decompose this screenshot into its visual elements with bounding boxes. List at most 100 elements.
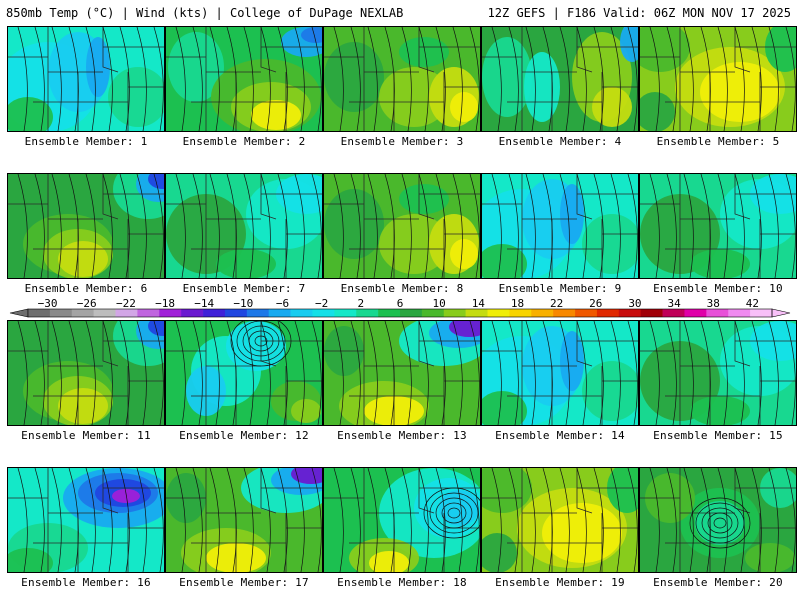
wind-streamlines	[491, 174, 638, 278]
panel-label-15: Ensemble Member: 15	[653, 429, 783, 442]
colorbar-tick-label: −10	[233, 298, 253, 310]
wind-streamlines	[649, 321, 796, 425]
panel-label-3: Ensemble Member: 3	[340, 135, 464, 148]
colorbar-bin	[640, 309, 663, 317]
wind-streamlines	[17, 174, 164, 278]
ensemble-map-19	[481, 467, 639, 573]
temperature-field	[8, 468, 164, 572]
panel-label-6: Ensemble Member: 6	[24, 282, 148, 295]
panel-label-2: Ensemble Member: 2	[182, 135, 306, 148]
panel-label-4: Ensemble Member: 4	[498, 135, 622, 148]
wind-streamlines	[649, 174, 796, 278]
colorbar-bin	[290, 309, 313, 317]
ensemble-map-1	[7, 26, 165, 132]
colorbar-tick-label: −18	[155, 298, 175, 310]
ensemble-map-5	[639, 26, 797, 132]
colorbar-bin	[137, 309, 160, 317]
colorbar-bin	[618, 309, 642, 317]
colorbar-bin	[750, 309, 773, 317]
colorbar-min-arrow	[9, 308, 29, 318]
ensemble-map-8	[323, 173, 481, 279]
panel-label-18: Ensemble Member: 18	[337, 576, 467, 589]
ensemble-map-17	[165, 467, 323, 573]
colorbar-tick-label: 10	[433, 298, 446, 310]
panel-label-7: Ensemble Member: 7	[182, 282, 306, 295]
temperature-field	[482, 468, 638, 572]
colorbar-bin	[49, 309, 73, 317]
colorbar-bin	[706, 309, 729, 317]
panel-label-5: Ensemble Member: 5	[656, 135, 780, 148]
colorbar-bin	[575, 309, 598, 317]
ensemble-map-4	[481, 26, 639, 132]
panel-label-20: Ensemble Member: 20	[653, 576, 783, 589]
temperature-field	[8, 321, 164, 425]
wind-streamlines	[649, 468, 796, 572]
colorbar-bin	[443, 309, 466, 317]
colorbar-bin	[181, 309, 204, 317]
colorbar-bin	[71, 309, 94, 317]
ensemble-map-11	[7, 320, 165, 426]
temperature-field	[324, 468, 480, 572]
ensemble-map-20	[639, 467, 797, 573]
temperature-field	[324, 27, 480, 131]
colorbar-bin	[268, 309, 291, 317]
colorbar-bin	[487, 309, 510, 317]
colorbar-tick-label: 14	[472, 298, 486, 310]
wind-streamlines	[175, 468, 322, 572]
panel-label-8: Ensemble Member: 8	[340, 282, 464, 295]
temperature-field	[166, 27, 322, 131]
temperature-field	[640, 174, 796, 278]
temperature-field	[482, 174, 638, 278]
colorbar-bin	[596, 309, 620, 317]
colorbar-tick-label: 34	[667, 298, 681, 310]
temperature-field	[8, 174, 164, 278]
temperature-field	[482, 27, 638, 131]
colorbar-tick-label: 38	[707, 298, 720, 310]
ensemble-map-9	[481, 173, 639, 279]
colorbar-max-arrow	[771, 308, 791, 318]
colorbar-tick-label: 30	[628, 298, 641, 310]
colorbar-tick-label: 42	[746, 298, 759, 310]
wind-streamlines	[333, 468, 480, 572]
ensemble-map-16	[7, 467, 165, 573]
title-left: 850mb Temp (°C) | Wind (kts) | College o…	[6, 6, 404, 20]
wind-streamlines	[491, 321, 638, 425]
ensemble-map-6	[7, 173, 165, 279]
temperature-field	[166, 321, 322, 425]
ensemble-map-3	[323, 26, 481, 132]
temperature-field	[166, 174, 322, 278]
colorbar-bin	[421, 309, 445, 317]
panel-label-14: Ensemble Member: 14	[495, 429, 625, 442]
wind-streamlines	[175, 174, 322, 278]
colorbar-bin	[224, 309, 248, 317]
wind-streamlines	[333, 27, 480, 131]
colorbar-tick-label: −6	[276, 298, 289, 310]
wind-streamlines	[333, 321, 480, 425]
colorbar-bin	[246, 309, 270, 317]
ensemble-map-10	[639, 173, 797, 279]
colorbar-tick-label: 22	[550, 298, 563, 310]
ensemble-map-15	[639, 320, 797, 426]
colorbar-bin	[334, 309, 357, 317]
colorbar-tick-label: −14	[194, 298, 214, 310]
panel-label-9: Ensemble Member: 9	[498, 282, 622, 295]
colorbar-bin	[531, 309, 554, 317]
temperature-field	[166, 468, 322, 572]
state-boundaries	[482, 321, 638, 425]
title-right: 12Z GEFS | F186 Valid: 06Z MON NOV 17 20…	[487, 6, 791, 20]
colorbar-bin	[378, 309, 401, 317]
wind-streamlines	[17, 27, 164, 131]
colorbar-bin	[356, 309, 379, 317]
temperature-field	[324, 174, 480, 278]
temperature-field	[324, 321, 480, 425]
ensemble-map-7	[165, 173, 323, 279]
colorbar-tick-label: −22	[116, 298, 136, 310]
temperature-field	[8, 27, 164, 131]
colorbar-tick-label: 18	[511, 298, 524, 310]
wind-streamlines	[175, 27, 322, 131]
wind-streamlines	[175, 321, 322, 425]
temperature-field	[640, 321, 796, 425]
colorbar-tick-label: 6	[397, 298, 404, 310]
colorbar-bin	[115, 309, 138, 317]
panel-label-11: Ensemble Member: 11	[21, 429, 151, 442]
